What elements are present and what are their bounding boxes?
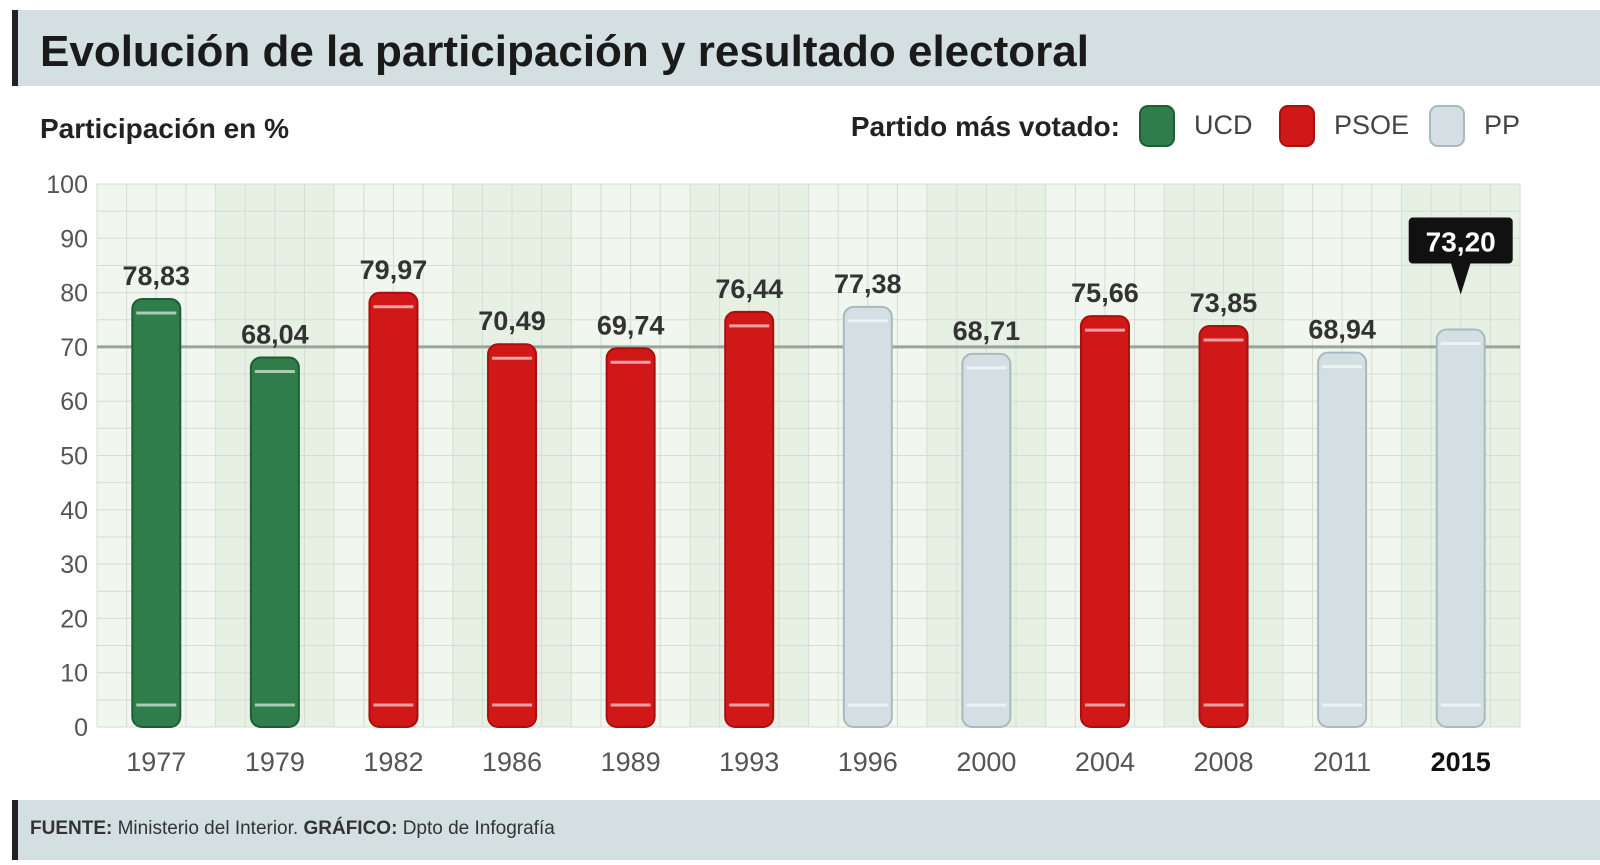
y-tick-label: 30 bbox=[60, 551, 88, 579]
y-axis-label: Participación en % bbox=[40, 113, 289, 144]
graphic-credit: Dpto de Infografía bbox=[403, 818, 556, 839]
legend-swatch bbox=[1429, 105, 1465, 147]
legend: Partido más votado: UCD PSOE PP bbox=[851, 105, 1520, 147]
y-tick-label: 40 bbox=[60, 497, 88, 525]
x-tick-label: 1979 bbox=[245, 747, 305, 777]
value-label: 77,38 bbox=[834, 269, 902, 299]
x-tick-label: 1989 bbox=[601, 747, 661, 777]
bar-1996: 77,38 1996 bbox=[834, 269, 902, 777]
value-label: 68,94 bbox=[1308, 315, 1376, 345]
x-tick-label: 2000 bbox=[956, 747, 1016, 777]
value-label: 70,49 bbox=[478, 306, 546, 336]
y-tick-label: 60 bbox=[60, 388, 88, 416]
x-tick-label: 1977 bbox=[126, 747, 186, 777]
bar bbox=[1317, 351, 1368, 728]
bar bbox=[131, 297, 182, 728]
bar bbox=[605, 347, 656, 728]
bar bbox=[724, 310, 775, 728]
x-tick-label: 1996 bbox=[838, 747, 898, 777]
value-label: 79,97 bbox=[360, 255, 428, 285]
graphic-label: GRÁFICO: bbox=[303, 817, 397, 839]
y-tick-label: 90 bbox=[60, 225, 88, 253]
chart-title: Evolución de la participación y resultad… bbox=[40, 27, 1089, 76]
y-tick-label: 0 bbox=[74, 714, 88, 742]
bar bbox=[961, 352, 1012, 728]
source-label: FUENTE: bbox=[30, 818, 112, 839]
x-tick-label: 2015 bbox=[1431, 747, 1491, 777]
y-tick-label: 20 bbox=[60, 605, 88, 633]
x-tick-label: 2008 bbox=[1194, 747, 1254, 777]
bar bbox=[842, 305, 893, 728]
bar-1982: 79,97 1982 bbox=[360, 255, 428, 777]
y-tick-label: 80 bbox=[60, 280, 88, 308]
legend-title: Partido más votado: bbox=[851, 111, 1120, 142]
bar bbox=[487, 343, 538, 728]
bar bbox=[368, 291, 419, 728]
value-label: 68,71 bbox=[953, 316, 1021, 346]
y-tick-label: 50 bbox=[60, 443, 88, 471]
legend-item-ucd: UCD bbox=[1139, 105, 1253, 147]
x-tick-label: 2011 bbox=[1313, 747, 1371, 777]
x-tick-label: 1986 bbox=[482, 747, 542, 777]
bar bbox=[1198, 324, 1249, 728]
bar bbox=[1079, 315, 1130, 728]
bar-1979: 68,04 1979 bbox=[241, 320, 309, 777]
value-label: 75,66 bbox=[1071, 278, 1139, 308]
bar-2000: 68,71 2000 bbox=[953, 316, 1021, 777]
value-label: 73,85 bbox=[1190, 288, 1258, 318]
value-label: 73,20 bbox=[1426, 227, 1496, 258]
legend-label: UCD bbox=[1194, 110, 1253, 140]
value-label: 68,04 bbox=[241, 320, 309, 350]
legend-item-psoe: PSOE bbox=[1279, 105, 1409, 147]
footer-text: FUENTE: Ministerio del Interior. GRÁFICO… bbox=[30, 817, 555, 839]
legend-label: PSOE bbox=[1334, 110, 1409, 140]
value-label: 69,74 bbox=[597, 310, 665, 340]
bar-1986: 70,49 1986 bbox=[478, 306, 546, 777]
y-tick-label: 70 bbox=[60, 334, 88, 362]
bar-2008: 73,85 2008 bbox=[1190, 288, 1258, 777]
legend-label: PP bbox=[1484, 110, 1520, 140]
footer-bar bbox=[12, 800, 1600, 860]
y-tick-label: 100 bbox=[46, 171, 88, 199]
x-tick-label: 1982 bbox=[363, 747, 423, 777]
source: Ministerio del Interior. bbox=[118, 818, 299, 839]
x-tick-label: 1993 bbox=[719, 747, 779, 777]
bars: 78,83 1977 68,04 1979 79,97 1982 70,49 1986 69,7… bbox=[123, 217, 1513, 777]
bar-1993: 76,44 1993 bbox=[715, 274, 783, 777]
legend-swatch bbox=[1139, 105, 1175, 147]
legend-swatch bbox=[1279, 105, 1315, 147]
legend-item-pp: PP bbox=[1429, 105, 1520, 147]
bar-1989: 69,74 1989 bbox=[597, 310, 665, 777]
callout-pointer bbox=[1450, 262, 1471, 295]
callout-box bbox=[1408, 217, 1513, 264]
bar-2011: 68,94 2011 bbox=[1308, 315, 1376, 777]
value-label: 76,44 bbox=[715, 274, 783, 304]
y-tick-label: 10 bbox=[60, 660, 88, 688]
bar-1977: 78,83 1977 bbox=[123, 261, 191, 777]
bar-2004: 75,66 2004 bbox=[1071, 278, 1139, 777]
title-accent bbox=[12, 10, 18, 86]
bar bbox=[249, 356, 300, 728]
bar-2015: 73,20 2015 bbox=[1408, 217, 1513, 777]
title-bar bbox=[12, 10, 1600, 86]
footer-accent bbox=[12, 800, 18, 860]
x-tick-label: 2004 bbox=[1075, 747, 1135, 777]
bar bbox=[1435, 328, 1486, 728]
value-label: 78,83 bbox=[123, 261, 191, 291]
